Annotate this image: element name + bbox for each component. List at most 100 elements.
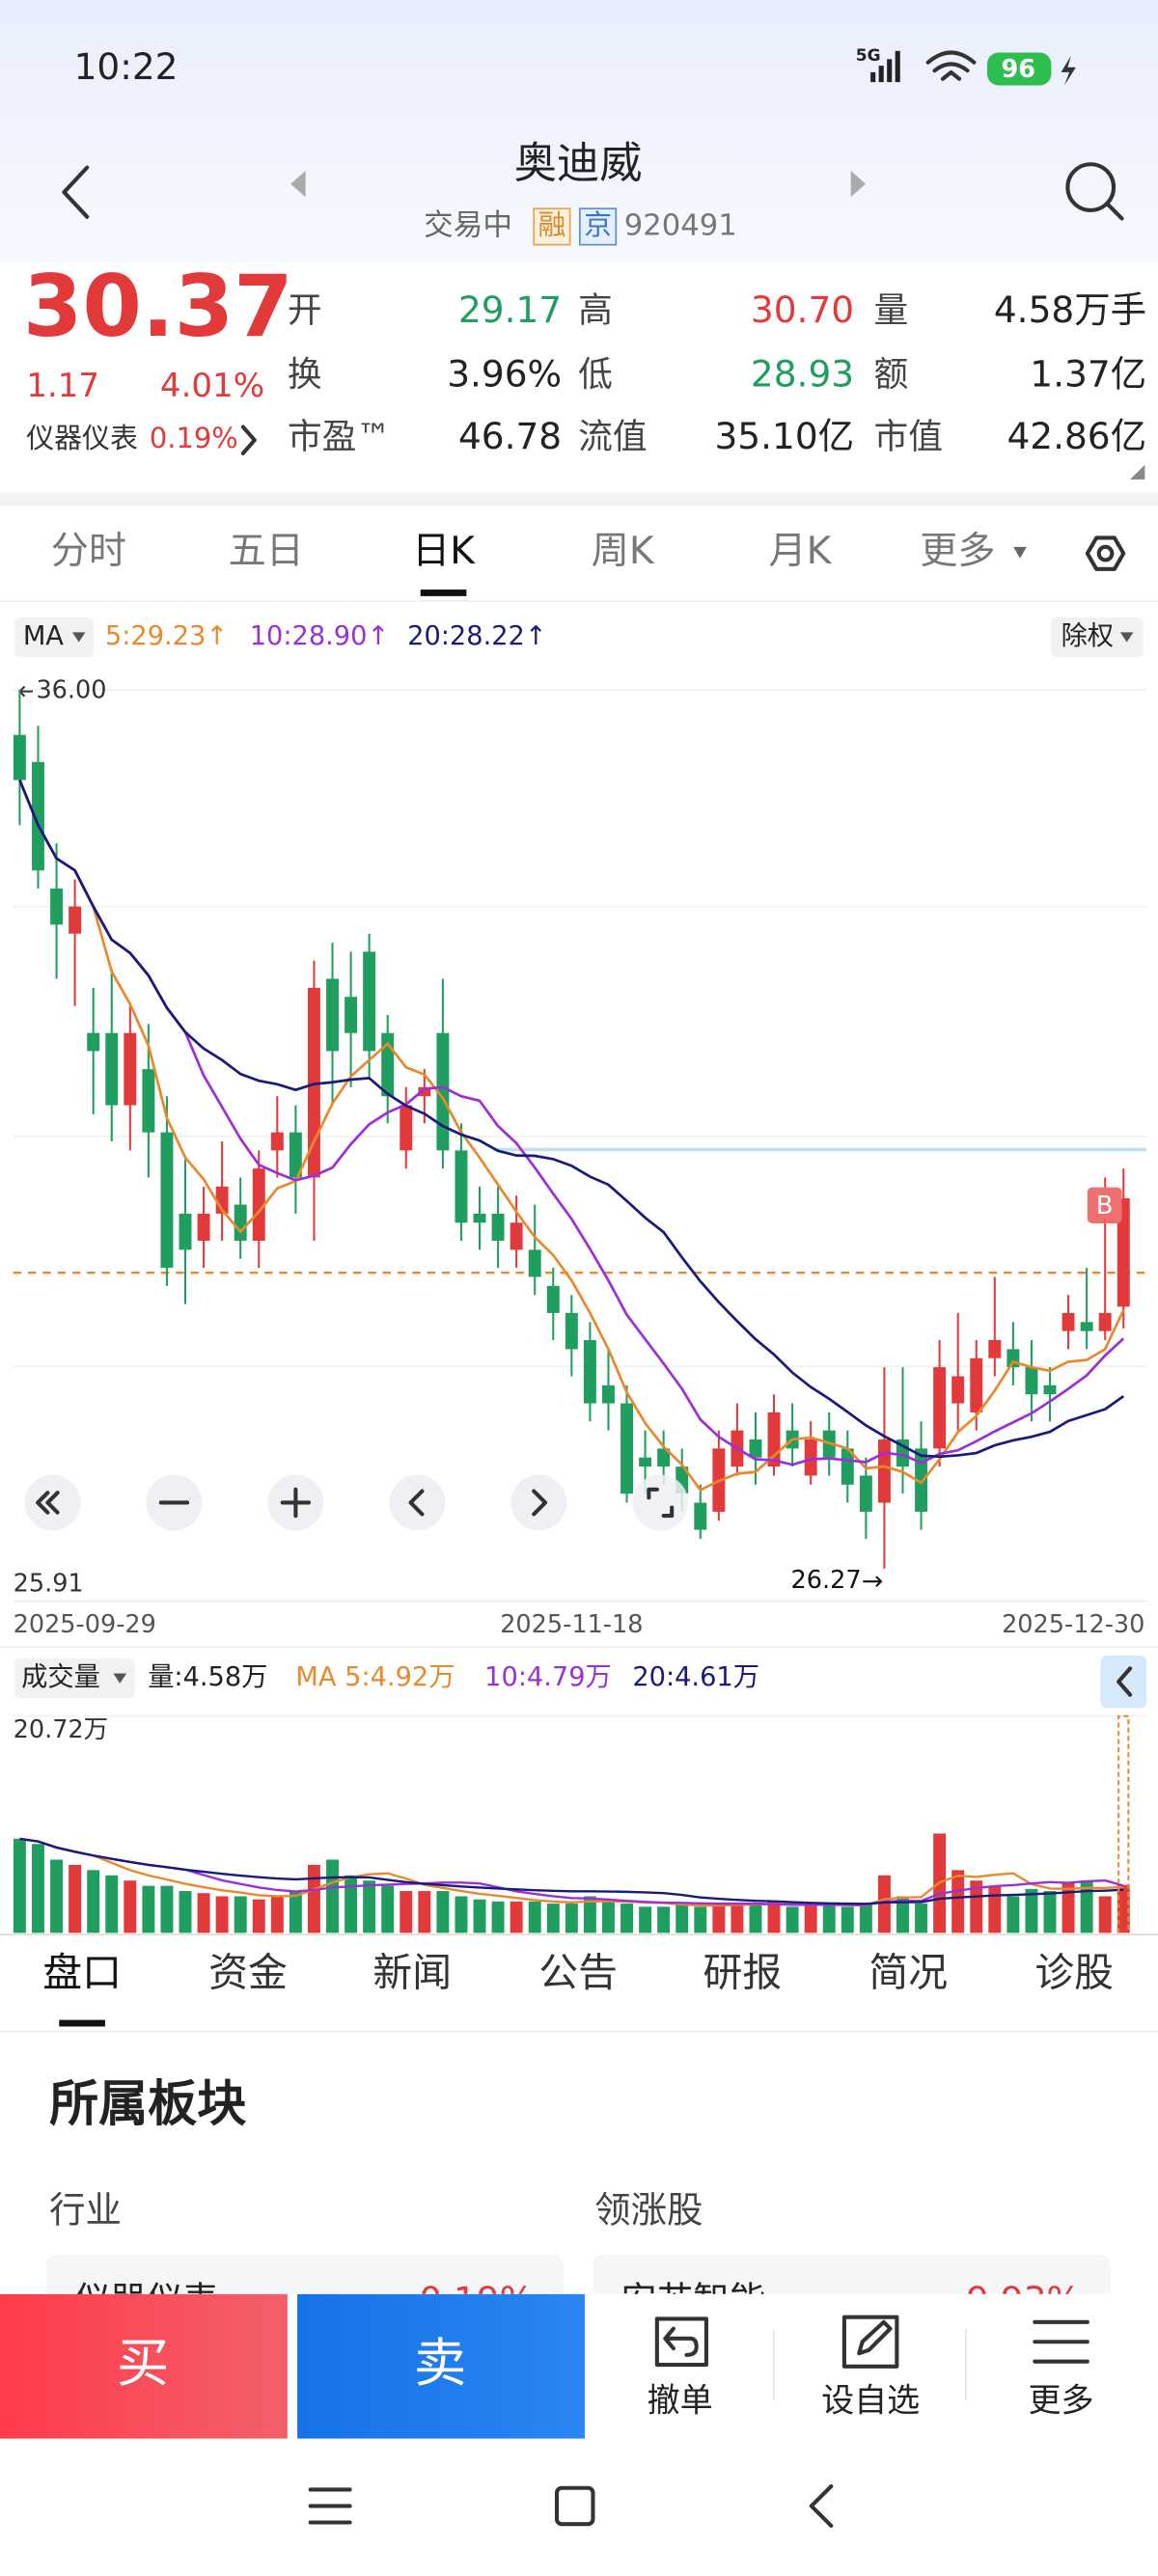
signal-label: B [1096,1192,1114,1220]
chart-controls [24,1474,689,1531]
candle-body [1117,1198,1130,1307]
settings-icon[interactable] [1085,535,1126,571]
field-label: 高 [578,290,613,330]
zoom-in-button[interactable] [267,1474,324,1531]
indicator-select[interactable] [14,617,95,657]
period-tab[interactable]: 五日 [229,530,304,573]
field-label: 量 [874,290,909,330]
period-tab[interactable]: 月K [769,530,833,573]
battery [986,52,1052,86]
candle-body [1006,1349,1020,1368]
volume-bar [510,1901,523,1933]
volume-bar [215,1896,229,1933]
industry-card[interactable] [45,2255,564,2353]
sector-pct: 0.19% [150,422,238,454]
wifi-icon [925,50,977,81]
sector: 仪器仪表 [26,422,138,454]
zoom-out-button[interactable] [146,1474,203,1531]
volume-bar [179,1891,192,1933]
info-tab[interactable]: 研报 [703,1950,783,1996]
adjust-select[interactable] [1051,617,1144,657]
volume-bar [731,1904,744,1933]
ma-label: 20:28.22↑ [407,621,547,651]
period-tab[interactable]: 日K [412,530,476,573]
volume-bar [786,1906,799,1933]
field-label: 流值 [578,417,647,456]
volume-select[interactable] [14,1658,135,1699]
candle-body [345,997,358,1033]
info-tab[interactable]: 资金 [208,1950,288,1996]
volume-bar [105,1875,119,1933]
candle-body [363,951,376,1052]
volume-bar [252,1899,265,1933]
field-value: 35.10亿 [714,415,854,457]
period-tab[interactable]: 周K [592,530,655,573]
cancel-button[interactable] [654,2316,708,2368]
trade-status: 交易中 [424,208,512,242]
leader-name: 安芯智能 [620,2279,765,2321]
y-tick-label: 36.00 [36,676,106,705]
field-label: 换 [288,355,322,395]
rewind-button[interactable] [24,1474,81,1531]
candle-body [657,1448,671,1467]
volume-bar [1025,1888,1038,1933]
candle-body [970,1357,983,1412]
nav-back[interactable] [809,2484,834,2528]
buy-button[interactable] [0,2293,288,2439]
info-tab[interactable]: 新闻 [372,1950,452,1996]
volume-bar [583,1896,596,1933]
back-button[interactable] [62,165,90,219]
leader-card[interactable] [593,2255,1111,2353]
right-button[interactable] [510,1474,567,1531]
info-tab[interactable]: 公告 [538,1950,618,1996]
tab-indicator [59,2019,105,2027]
candle-body [473,1213,486,1223]
candle-body [289,1132,302,1178]
field-label: 市值 [874,417,943,456]
field-value: 4.58万手 [994,288,1146,331]
watch-button[interactable] [841,2315,899,2369]
sector-cards: 仪器仪表 0.19% 安芯智能 9.93% [45,2255,1111,2353]
candle-body [436,1032,450,1151]
more-button[interactable] [1033,2319,1089,2364]
y-tick-label: 25.91 [14,1570,84,1599]
info-tab[interactable]: 盘口 [42,1950,122,1996]
sell-button[interactable] [297,2293,585,2439]
candle-body [933,1367,947,1449]
next-stock[interactable] [850,171,867,198]
candle-body [988,1340,1002,1358]
ma-line [18,780,1125,1466]
field-label: 市盈™ [288,417,391,456]
volume-bar [69,1864,82,1933]
action-label: 更多 [1029,2382,1094,2421]
candle-body [1080,1322,1093,1331]
nav-menu[interactable] [308,2487,352,2525]
candle-body [1098,1312,1112,1331]
nav-home[interactable] [554,2485,595,2527]
prev-stock[interactable] [290,171,306,198]
volume-bar [400,1891,413,1933]
period-tab[interactable]: 更多 [920,530,995,573]
info-tab[interactable]: 诊股 [1034,1950,1114,1996]
fullscreen-button[interactable] [632,1474,689,1531]
leader-label: 领涨股 [594,2188,703,2231]
volume-value: 量:4.58万 [148,1662,267,1692]
candle-body [400,1105,413,1151]
collapse-tab[interactable] [1100,1655,1147,1709]
industry-pct: 0.19% [419,2279,534,2321]
sector-link[interactable] [240,425,257,455]
volume-bar [455,1896,468,1933]
field-label: 开 [288,290,322,330]
candle-body [602,1384,615,1404]
industry-name: 仪器仪表 [74,2279,219,2321]
volume-bar [1098,1896,1112,1933]
search-button[interactable] [1065,162,1124,221]
period-tab[interactable]: 分时 [51,530,126,573]
left-button[interactable] [389,1474,446,1531]
high-arrow [17,685,34,698]
stock-name: 奥迪威 [514,139,643,188]
action-label: 撤单 [648,2382,713,2421]
info-tab[interactable]: 简况 [868,1950,948,1996]
dropdown-arrow [1013,546,1027,559]
